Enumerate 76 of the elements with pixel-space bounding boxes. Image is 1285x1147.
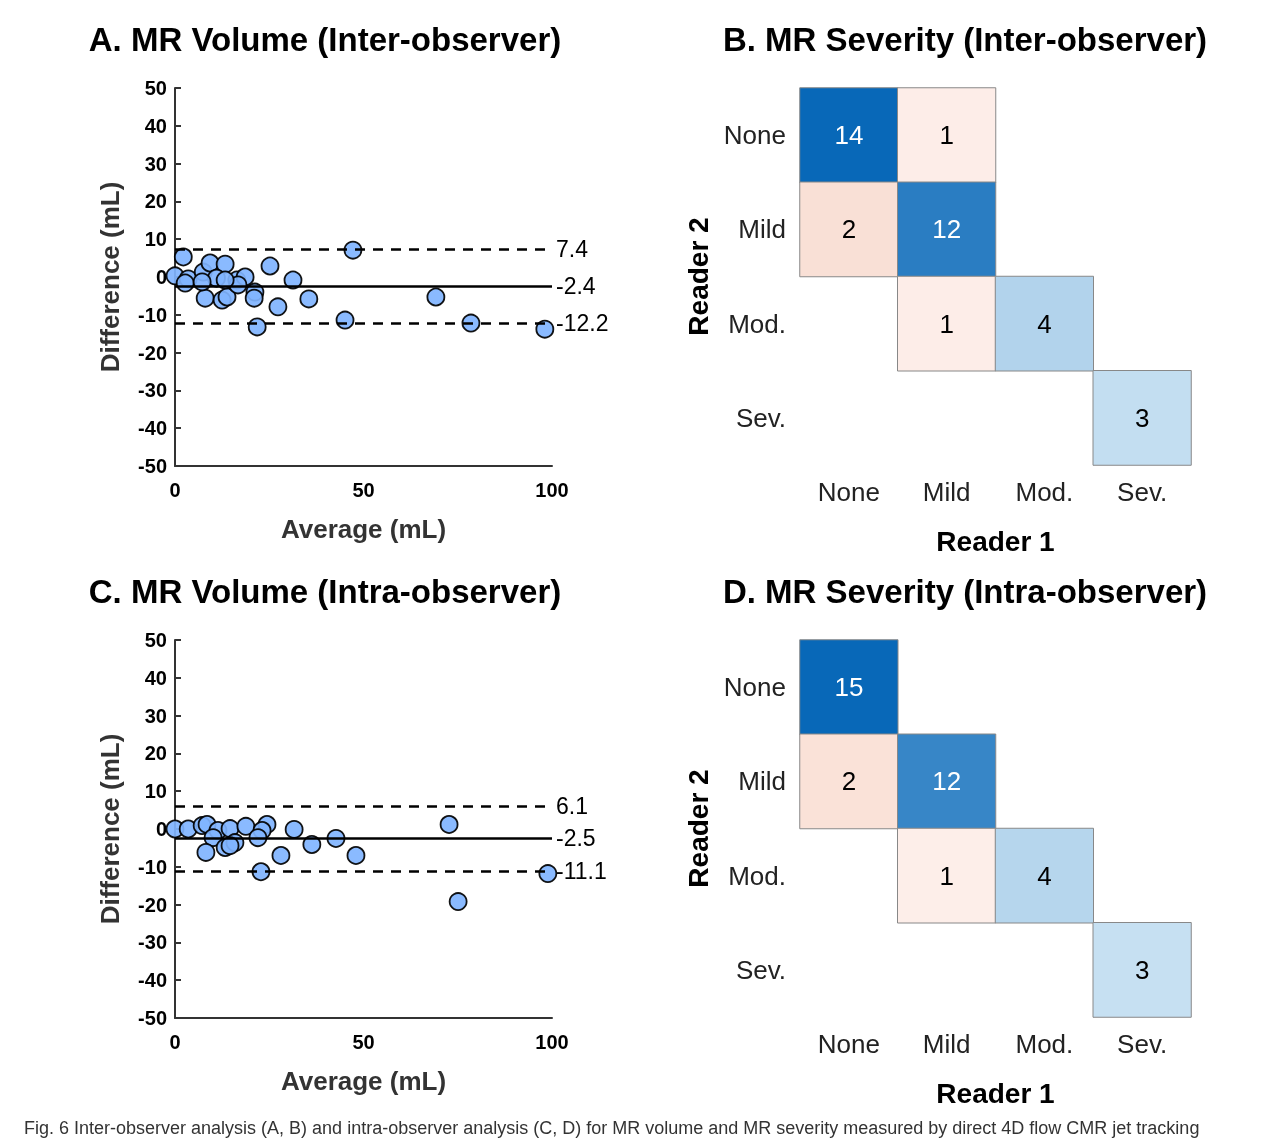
data-label: 4 (1037, 860, 1052, 891)
y-tick-label: -50 (138, 1007, 167, 1029)
y-axis-title: Difference (mL) (95, 733, 125, 925)
y-axis-title: Reader 2 (683, 769, 715, 888)
chart-title: B. MR Severity (Inter-observer) (722, 21, 1208, 58)
y-tick-label: 40 (144, 114, 167, 137)
ref-line-label: 7.4 (556, 236, 589, 263)
x-tick-label: 100 (535, 479, 569, 501)
data-label: 4 (1037, 308, 1052, 339)
y-tick-label: -30 (138, 379, 167, 402)
data-label: 15 (834, 672, 864, 703)
y-tick-label: -50 (138, 455, 167, 477)
y-tick-label: 40 (144, 666, 167, 689)
data-label: 1 (939, 860, 954, 891)
ref-line-label: -11.1 (556, 857, 607, 884)
y-tick-label: Sev. (735, 954, 786, 985)
data-label: 12 (932, 214, 962, 245)
chart-title: A. MR Volume (Inter-observer) (88, 21, 562, 58)
x-tick-label: 50 (352, 479, 375, 501)
y-tick-label: 0 (155, 266, 167, 288)
y-tick-label: 0 (155, 818, 167, 840)
ref-line-label: -12.2 (556, 310, 609, 337)
x-tick-label: Mod. (1015, 1029, 1074, 1059)
y-tick-label: Mild (738, 214, 786, 245)
y-tick-label: 50 (144, 77, 167, 99)
x-axis-title: Reader 1 (936, 525, 1055, 557)
x-tick-label: None (817, 477, 880, 507)
y-tick-label: -10 (138, 303, 167, 326)
y-tick-label: 10 (144, 780, 167, 803)
y-tick-label: 20 (144, 742, 167, 765)
data-label: 2 (841, 766, 857, 797)
data-label: 14 (834, 120, 864, 151)
y-axis-title: Reader 2 (683, 217, 715, 336)
y-tick-label: -40 (138, 417, 167, 440)
x-tick-label: Mild (922, 477, 971, 507)
y-tick-label: 30 (144, 152, 167, 175)
ref-line-label: -2.4 (556, 273, 596, 300)
x-axis-title: Reader 1 (936, 1077, 1055, 1109)
y-tick-label: 30 (144, 704, 167, 727)
y-tick-label: -40 (138, 969, 167, 992)
x-tick-label: Mod. (1015, 477, 1074, 507)
data-label: 1 (939, 308, 954, 339)
y-tick-label: -30 (138, 931, 167, 954)
y-tick-label: 20 (144, 190, 167, 213)
y-tick-label: 10 (144, 228, 167, 251)
x-tick-label: Sev. (1117, 477, 1168, 507)
ref-line-label: 6.1 (556, 792, 588, 819)
x-tick-label: Sev. (1117, 1029, 1168, 1059)
x-tick-label: 100 (535, 1031, 569, 1053)
y-tick-label: Sev. (735, 402, 786, 433)
x-tick-label: 50 (352, 1031, 375, 1053)
x-tick-label: 0 (169, 1031, 181, 1053)
data-label: 2 (841, 214, 857, 245)
y-tick-label: None (723, 120, 786, 151)
y-tick-label: -20 (138, 893, 167, 916)
y-tick-label: Mild (738, 766, 786, 797)
data-label: 12 (932, 766, 962, 797)
y-axis-title: Difference (mL) (95, 181, 125, 373)
x-axis-title: Average (mL) (280, 514, 447, 544)
caption: Fig. 6 Inter-observer analysis (A, B) and intra-observer analysis (C, D) for MR volume and MR severity measured by direct 4D flow CMR jet tracking (24, 1118, 1200, 1139)
ref-line-label: -2.5 (556, 825, 596, 852)
y-tick-label: -10 (138, 855, 167, 878)
x-tick-label: None (817, 1029, 880, 1059)
data-label: 1 (939, 120, 954, 151)
chart-title: D. MR Severity (Intra-observer) (722, 573, 1208, 610)
y-tick-label: Mod. (728, 308, 786, 339)
x-tick-label: Mild (922, 1029, 971, 1059)
x-tick-label: 0 (169, 479, 181, 501)
x-axis-title: Average (mL) (280, 1066, 447, 1096)
chart-title: C. MR Volume (Intra-observer) (88, 573, 562, 610)
data-label: 3 (1134, 402, 1150, 433)
y-tick-label: -20 (138, 341, 167, 364)
y-tick-label: Mod. (728, 860, 786, 891)
y-tick-label: None (723, 672, 786, 703)
data-label: 3 (1134, 954, 1150, 985)
y-tick-label: 50 (144, 629, 167, 651)
